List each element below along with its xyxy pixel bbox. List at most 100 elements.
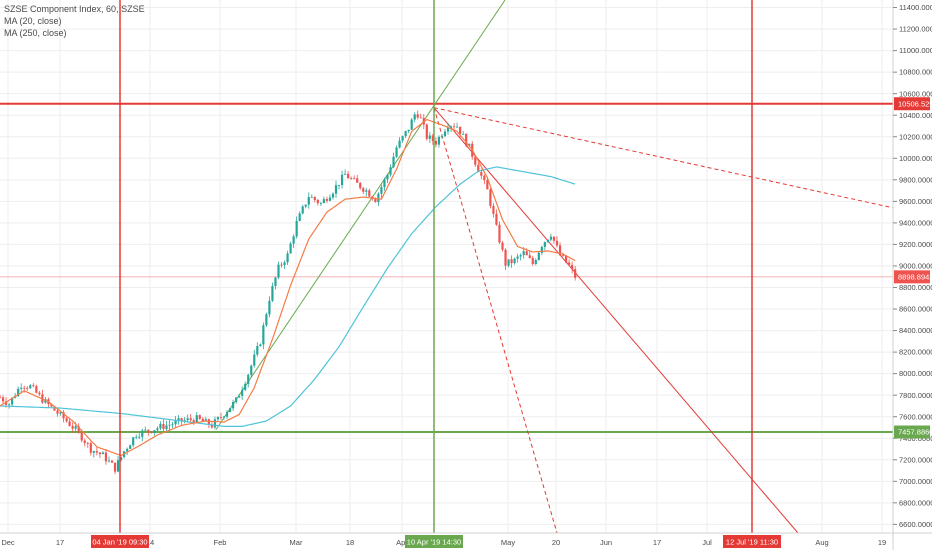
candle-body	[419, 117, 422, 119]
time-tag-jan-bg	[91, 535, 149, 548]
candle-body	[74, 426, 77, 429]
candle-body	[334, 185, 338, 194]
candle-body	[20, 387, 23, 389]
candle-body	[189, 418, 192, 421]
candle-body	[17, 388, 20, 397]
candle-body	[434, 140, 438, 145]
candle-body	[386, 174, 389, 180]
candle-body	[271, 286, 274, 301]
price-tick-label: 10000.0000	[899, 154, 932, 163]
candle-body	[83, 440, 86, 444]
candle-body	[7, 404, 11, 406]
price-tick-label: 6600.0000	[899, 520, 932, 529]
candle-body	[368, 190, 371, 197]
candle-body	[241, 389, 244, 396]
candle-body	[198, 415, 201, 419]
candle-body	[116, 460, 120, 472]
candle-body	[525, 251, 528, 256]
candle-body	[392, 156, 395, 168]
candle-body	[489, 189, 492, 206]
candle-body	[353, 178, 356, 180]
candle-body	[316, 200, 319, 204]
time-tick-label: Mar	[290, 538, 303, 547]
lower-price-tag-bg	[894, 425, 930, 439]
price-tick-label: 7200.0000	[899, 455, 932, 464]
candle-body	[259, 344, 262, 347]
candle-body	[486, 180, 489, 190]
time-axis[interactable]: Dec 17 14 Feb Mar 18 Apr May 20 Jun 17 Jul Aug 19	[0, 532, 932, 547]
time-tick-label: 17	[653, 538, 661, 547]
candle-body	[546, 239, 550, 243]
trend-lines	[215, 0, 894, 534]
candle-body	[356, 178, 359, 183]
candle-body	[549, 236, 553, 240]
candle-body	[340, 174, 344, 186]
candle-body	[483, 175, 486, 181]
time-tag-jan: 04 Jan '19 09:30	[92, 538, 147, 547]
candle-body	[455, 126, 459, 128]
price-tick-label: 8400.0000	[899, 326, 932, 335]
grid	[0, 0, 893, 533]
candle-body	[304, 204, 307, 207]
time-tag-jul: 12 Jul '19 11:30	[726, 538, 778, 547]
candle-body	[0, 397, 2, 399]
price-tick-label: 8000.0000	[899, 369, 932, 378]
candle-body	[165, 425, 168, 430]
candle-body	[510, 259, 513, 264]
candle-body	[262, 325, 265, 345]
candle-body	[119, 456, 123, 461]
time-tick-label: Dec	[1, 538, 15, 547]
candle-body	[11, 397, 14, 405]
candle-body	[56, 410, 59, 414]
candle-body	[253, 354, 256, 366]
candle-body	[222, 416, 226, 418]
candle-body	[301, 206, 304, 214]
candle-body	[325, 199, 329, 201]
candle-body	[362, 188, 365, 192]
vertical-lines	[119, 0, 753, 533]
candle-body	[495, 213, 498, 225]
candle-body	[374, 199, 377, 203]
candle-body	[519, 255, 522, 257]
candle-body	[59, 412, 62, 414]
time-tick-label: 14	[146, 538, 154, 547]
candle-body	[65, 418, 68, 422]
candle-body	[555, 240, 559, 246]
candle-body	[540, 246, 543, 253]
candle-body	[474, 156, 477, 165]
candle-body	[150, 431, 153, 433]
candle-body	[350, 178, 353, 180]
time-tag-apr: 10 Apr '19 14:30	[407, 538, 461, 547]
candle-body	[428, 135, 431, 139]
legend-ma250: MA (250, close)	[4, 28, 67, 38]
candle-body	[331, 193, 335, 198]
price-tick-label: 9000.0000	[899, 262, 932, 271]
candle-body	[389, 167, 392, 175]
candle-body	[280, 264, 283, 266]
price-tick-label: 7600.0000	[899, 412, 932, 421]
candle-body	[80, 430, 83, 441]
ma20-line	[0, 118, 576, 457]
time-tag-jul-bg	[723, 535, 781, 548]
time-tick-label: 18	[346, 538, 354, 547]
candle-body	[62, 412, 65, 419]
candle-body	[564, 255, 568, 263]
candle-body	[574, 269, 577, 278]
candle-body	[310, 196, 313, 198]
candle-body	[513, 258, 516, 264]
candle-body	[135, 436, 138, 438]
price-tick-label: 9200.0000	[899, 240, 932, 249]
candle-body	[186, 418, 189, 421]
candle-body	[437, 136, 441, 145]
candle-body	[129, 445, 132, 449]
candle-body	[238, 395, 241, 398]
price-tick-label: 9600.0000	[899, 197, 932, 206]
legend-ma20: MA (20, close)	[4, 16, 62, 26]
candle-body	[404, 131, 407, 137]
candle-body	[68, 421, 71, 426]
time-tags: 04 Jan '19 09:30 10 Apr '19 14:30 12 Jul '…	[91, 535, 781, 548]
candle-body	[4, 401, 8, 405]
candle-body	[522, 251, 525, 256]
candle-body	[219, 417, 223, 418]
